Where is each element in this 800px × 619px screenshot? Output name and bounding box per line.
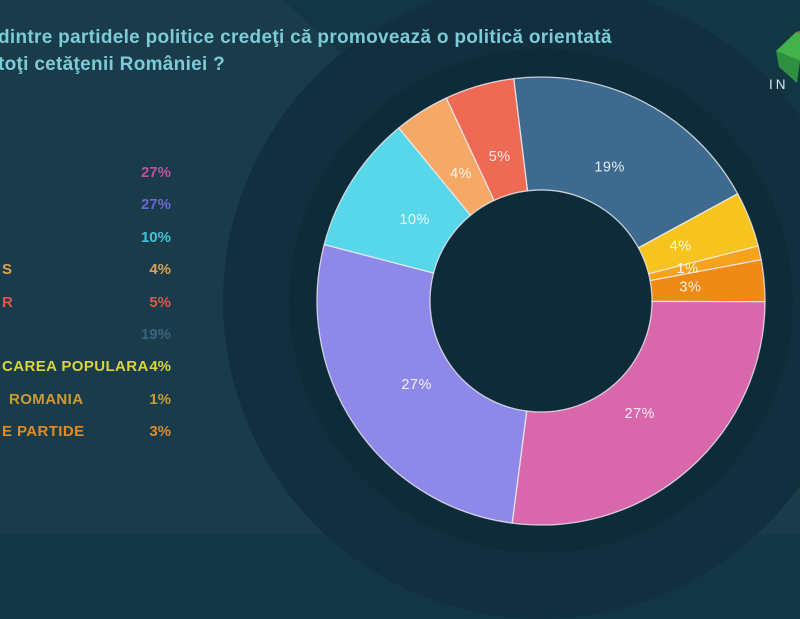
- legend-row: 10%: [0, 227, 173, 247]
- slice-label-2: 1%: [677, 261, 699, 277]
- slice-label-0: 19%: [594, 160, 625, 176]
- donut-slice-4: [511, 300, 766, 526]
- legend-row: 27%: [0, 194, 173, 214]
- legend-value: 10%: [140, 228, 171, 246]
- slice-label-5: 27%: [401, 377, 432, 393]
- donut-slice-0: [513, 76, 739, 249]
- inscop-logo-icon: [776, 30, 800, 83]
- legend-value: 1%: [149, 390, 171, 408]
- inscop-logo-text: IN: [769, 77, 789, 92]
- slice-label-1: 4%: [670, 238, 692, 254]
- slice-label-4: 27%: [625, 406, 656, 422]
- donut-slice-5: [316, 243, 528, 524]
- legend-label: R: [2, 293, 14, 311]
- slice-label-6: 10%: [399, 212, 430, 228]
- legend-value: 3%: [149, 423, 171, 441]
- legend-value: 5%: [149, 293, 171, 311]
- legend-value: 4%: [149, 358, 171, 376]
- legend-value: 27%: [140, 196, 171, 214]
- legend-label: S: [2, 261, 13, 279]
- logo-top-face: [776, 32, 800, 61]
- logo-pink-face: [796, 30, 800, 34]
- legend-row: ROMANIA 1%: [0, 389, 173, 409]
- legend-row: R 5%: [0, 292, 173, 312]
- legend-row: S 4%: [0, 259, 173, 279]
- donut-slice-8: [445, 78, 529, 202]
- legend-label: CAREA POPULARA: [2, 358, 149, 376]
- slice-label-8: 5%: [489, 149, 511, 165]
- donut-chart: 19% 4% 1% 3% 27% 27% 10% 4% 5%: [316, 76, 766, 526]
- legend-row: CAREA POPULARA 4%: [0, 356, 173, 376]
- chart-title: dintre partidele politice credeţi că pro…: [0, 24, 698, 78]
- slice-label-7: 4%: [450, 166, 472, 182]
- legend-row: E PARTIDE 3%: [0, 421, 173, 441]
- legend-value: 27%: [140, 164, 171, 181]
- legend-label: ROMANIA: [9, 390, 84, 408]
- legend: 27% 27% 10% S 4% R 5% 19% CAREA POPULARA…: [0, 162, 173, 441]
- chart-title-line1: dintre partidele politice credeţi că pro…: [0, 27, 612, 48]
- legend-row: 27%: [0, 162, 173, 182]
- legend-value: 19%: [140, 325, 171, 343]
- logo-left-face: [776, 51, 800, 83]
- slice-label-3: 3%: [679, 279, 701, 295]
- legend-label: E PARTIDE: [2, 423, 85, 441]
- chart-title-line2: toţi cetăţenii României ?: [0, 54, 226, 75]
- legend-value: 4%: [149, 261, 171, 279]
- legend-row: 19%: [0, 324, 173, 344]
